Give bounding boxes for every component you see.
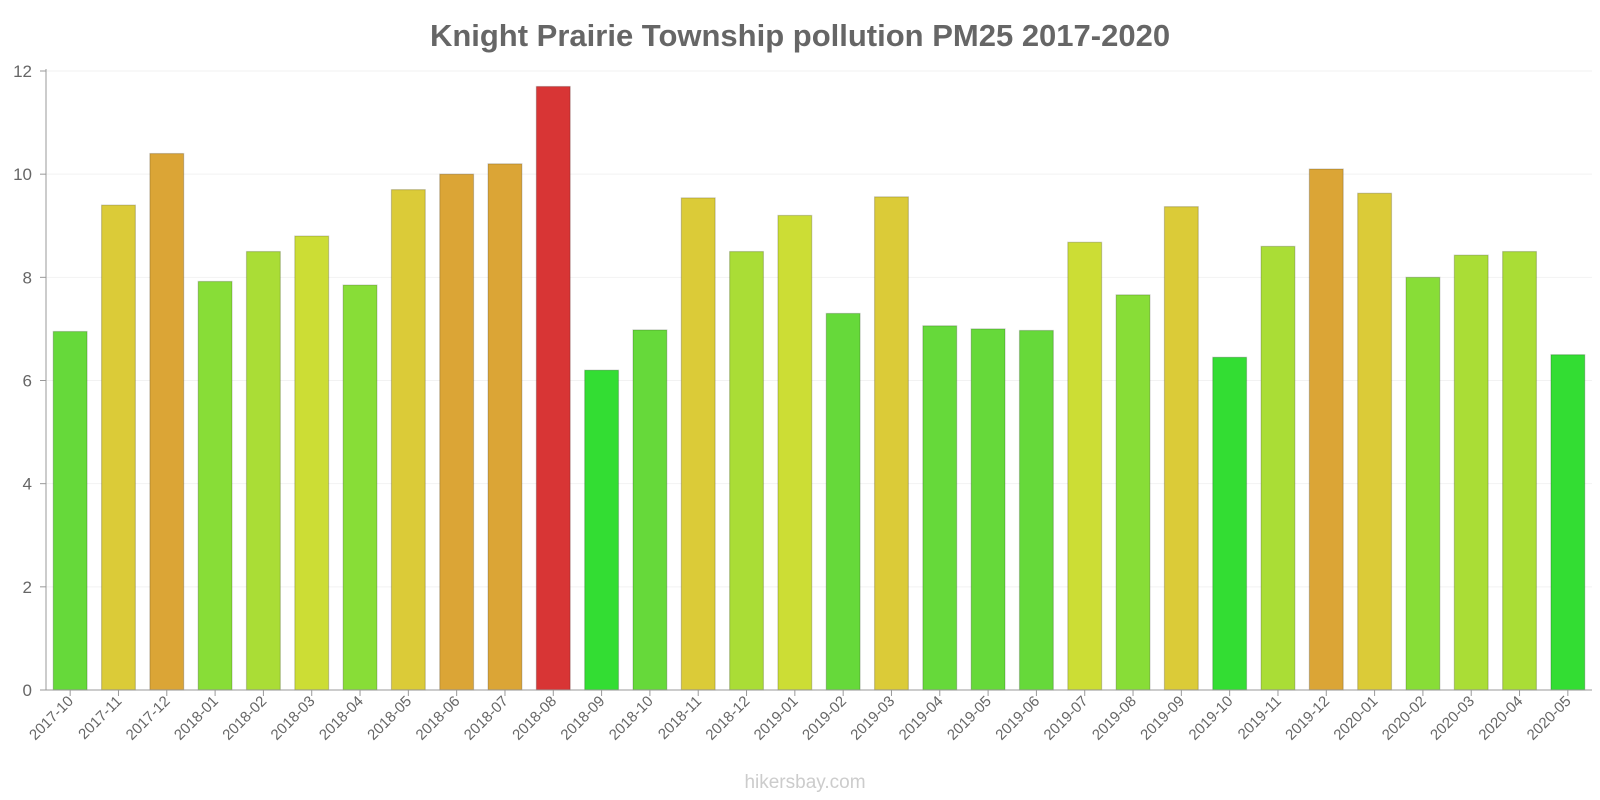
bar-2019-08 <box>1115 294 1151 691</box>
bar-2018-01 <box>197 280 233 691</box>
bar-2020-01 <box>1357 192 1393 691</box>
bar-2018-07 <box>487 163 523 691</box>
bar-2018-03 <box>294 235 330 691</box>
x-tick-label: 2018-05 <box>364 693 415 744</box>
y-tick-label: 8 <box>23 268 32 287</box>
x-tick-label: 2020-02 <box>1379 693 1430 744</box>
bar-2020-03 <box>1453 254 1489 691</box>
x-tick-label: 2020-05 <box>1524 693 1575 744</box>
x-tick-label: 2018-11 <box>655 693 705 743</box>
x-tick-label: 2019-11 <box>1235 693 1285 743</box>
bar-2018-02 <box>245 250 281 691</box>
x-tick-label: 2019-09 <box>1137 693 1188 744</box>
bar-2017-12 <box>149 152 185 691</box>
x-tick-label: 2018-10 <box>606 693 657 744</box>
bar-2019-01 <box>777 214 813 691</box>
bar-2019-06 <box>1018 329 1054 691</box>
bar-2018-08 <box>535 85 571 691</box>
x-tick-label: 2019-07 <box>1041 693 1092 744</box>
x-tick-label: 2019-04 <box>896 693 947 744</box>
bar-2018-11 <box>680 197 716 691</box>
bar-series <box>52 85 1586 691</box>
bar-2018-09 <box>584 369 620 691</box>
y-tick-label: 6 <box>23 372 32 391</box>
bar-2017-10 <box>52 330 88 691</box>
bar-2019-05 <box>970 328 1006 691</box>
x-tick-label: 2020-04 <box>1475 693 1526 744</box>
bar-2020-02 <box>1405 276 1441 691</box>
x-tick-label: 2018-01 <box>171 693 222 744</box>
bar-2018-12 <box>729 250 765 691</box>
x-tick-label: 2020-01 <box>1330 693 1381 744</box>
x-tick-label: 2017-10 <box>26 693 77 744</box>
bar-2018-10 <box>632 329 668 691</box>
x-tick-label: 2019-12 <box>1282 693 1333 744</box>
x-tick-label: 2018-08 <box>509 693 560 744</box>
x-tick-label: 2019-10 <box>1186 693 1237 744</box>
chart-title: Knight Prairie Township pollution PM25 2… <box>430 18 1170 53</box>
x-tick-label: 2018-04 <box>316 693 367 744</box>
x-tick-label: 2019-02 <box>799 693 850 744</box>
x-tick-label: 2019-01 <box>751 693 802 744</box>
x-tick-label: 2018-09 <box>557 693 608 744</box>
x-tick-label: 2017-11 <box>75 693 125 743</box>
bar-2019-04 <box>922 325 958 691</box>
x-tick-label: 2020-03 <box>1427 693 1478 744</box>
bar-2018-05 <box>390 189 426 691</box>
bar-2019-12 <box>1308 168 1344 691</box>
bar-2017-11 <box>100 204 136 691</box>
bar-2018-06 <box>439 173 475 691</box>
bar-2020-05 <box>1550 354 1586 691</box>
bar-2019-11 <box>1260 245 1296 691</box>
bar-2018-04 <box>342 284 378 691</box>
bar-2019-03 <box>873 196 909 691</box>
bar-2019-10 <box>1212 356 1248 691</box>
bar-2019-07 <box>1067 241 1103 691</box>
watermark: hikersbay.com <box>744 772 865 793</box>
x-tick-label: 2017-12 <box>123 693 174 744</box>
y-tick-label: 10 <box>13 165 32 184</box>
x-tick-label: 2018-07 <box>461 693 512 744</box>
x-tick-label: 2018-06 <box>413 693 464 744</box>
y-tick-label: 4 <box>23 475 32 494</box>
y-tick-label: 2 <box>23 578 32 597</box>
x-axis-ticks: 2017-102017-112017-122018-012018-022018-… <box>26 690 1575 744</box>
x-tick-label: 2019-06 <box>992 693 1043 744</box>
x-tick-label: 2019-08 <box>1089 693 1140 744</box>
x-tick-label: 2019-05 <box>944 693 995 744</box>
y-tick-label: 12 <box>13 62 32 81</box>
x-tick-label: 2019-03 <box>847 693 898 744</box>
y-axis-ticks: 0 2 4 6 8 10 12 <box>13 62 46 700</box>
x-tick-label: 2018-12 <box>702 693 753 744</box>
x-tick-label: 2018-03 <box>268 693 319 744</box>
bar-2020-04 <box>1502 250 1538 691</box>
x-tick-label: 2018-02 <box>219 693 270 744</box>
bar-2019-09 <box>1163 206 1199 691</box>
y-tick-label: 0 <box>23 681 32 700</box>
bar-2019-02 <box>825 312 861 691</box>
